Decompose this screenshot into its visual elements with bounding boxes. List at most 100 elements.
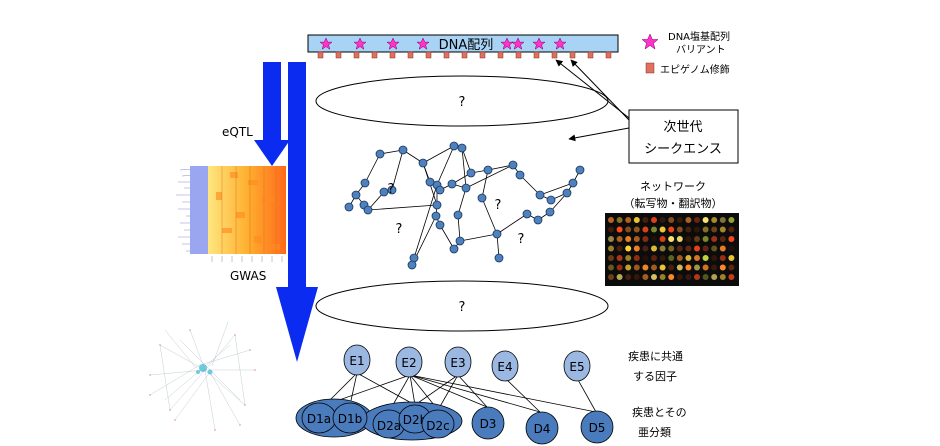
microarray-spot bbox=[616, 245, 623, 252]
microarray-spot bbox=[625, 217, 632, 223]
microarray-spot bbox=[625, 274, 632, 280]
microarray-spot bbox=[608, 245, 614, 252]
microarray-spot bbox=[711, 255, 718, 261]
legend: DNA塩基配列 バリアント エピゲノム修飾 bbox=[641, 30, 730, 76]
microarray-spot bbox=[625, 236, 632, 242]
factor-node-e4: E4 bbox=[491, 350, 519, 382]
microarray-spot bbox=[702, 274, 709, 280]
microarray-spot bbox=[711, 264, 718, 271]
microarray-spot bbox=[702, 264, 709, 271]
microarray-spot bbox=[616, 274, 623, 280]
microarray-spot bbox=[651, 245, 657, 252]
eqtl-label: eQTL bbox=[222, 125, 253, 139]
microarray-spot bbox=[633, 236, 640, 242]
microarray-spot bbox=[694, 217, 700, 223]
microarray-spot bbox=[719, 274, 726, 280]
microarray-spot bbox=[659, 245, 666, 252]
variant-star-icon bbox=[386, 37, 400, 50]
epigenome-mark-icon bbox=[645, 62, 655, 74]
microarray-spot bbox=[694, 245, 700, 252]
microarray-spot bbox=[676, 245, 683, 252]
svg-text:D3: D3 bbox=[480, 417, 497, 431]
microarray-spot bbox=[642, 217, 649, 223]
molecular-network: ? ? ? ? bbox=[344, 141, 585, 270]
microarray-spot bbox=[728, 255, 735, 261]
microarray-spot bbox=[659, 274, 666, 280]
factor-node-e2: E2 bbox=[395, 346, 423, 378]
svg-text:E3: E3 bbox=[450, 356, 465, 370]
microarray-spot bbox=[702, 255, 709, 261]
microarray-spot bbox=[642, 264, 649, 271]
dna-sequence-bar: DNA配列 bbox=[307, 34, 619, 59]
variant-star-icon bbox=[319, 37, 333, 50]
factor-node-e5: E5 bbox=[563, 350, 591, 382]
microarray-spot bbox=[728, 264, 735, 271]
microarray-spot bbox=[659, 264, 666, 271]
microarray-spot bbox=[694, 236, 700, 242]
microarray-spot bbox=[608, 255, 614, 261]
unknown-mark: ? bbox=[459, 95, 466, 110]
microarray-spot bbox=[616, 236, 623, 242]
unknown-mark: ? bbox=[396, 222, 403, 237]
microarray-spot bbox=[702, 226, 709, 233]
microarray-spot bbox=[719, 245, 726, 252]
svg-text:E5: E5 bbox=[569, 360, 584, 374]
variant-star-icon bbox=[641, 33, 659, 50]
microarray-spot bbox=[651, 264, 657, 271]
microarray-spot bbox=[633, 264, 640, 271]
microarray-spot bbox=[676, 274, 683, 280]
microarray-spot bbox=[625, 255, 632, 261]
ngs-callout: 次世代 シークエンス bbox=[555, 59, 739, 164]
microarray-spot bbox=[668, 217, 675, 223]
microarray-spot bbox=[608, 236, 614, 242]
microarray-spot bbox=[633, 226, 640, 233]
microarray-spot bbox=[676, 217, 683, 223]
factor-disease-links bbox=[324, 372, 597, 413]
microarray-spot bbox=[728, 245, 735, 252]
microarray-spot bbox=[642, 236, 649, 242]
microarray-spot bbox=[676, 236, 683, 242]
ngs-line1: 次世代 bbox=[663, 119, 702, 135]
microarray-spot bbox=[651, 226, 657, 233]
ngs-box bbox=[628, 109, 739, 164]
unknown-mark: ? bbox=[518, 232, 525, 247]
microarray-spot bbox=[685, 274, 692, 280]
microarray-spot bbox=[616, 264, 623, 271]
microarray-spot bbox=[659, 217, 666, 223]
microarray-spot bbox=[728, 226, 735, 233]
variant-star-icon bbox=[511, 37, 525, 50]
legend-variant-line2: バリアント bbox=[676, 44, 726, 56]
microarray-spot bbox=[711, 245, 718, 252]
microarray-spot bbox=[694, 264, 700, 271]
legend-variant-line1: DNA塩基配列 bbox=[668, 30, 730, 43]
microarray-spot bbox=[633, 217, 640, 223]
svg-text:D2c: D2c bbox=[426, 419, 449, 433]
factor-node-e3: E3 bbox=[444, 346, 472, 378]
microarray-spot bbox=[728, 274, 735, 280]
unknown-mark: ? bbox=[388, 182, 395, 197]
disease-node-d1a: D1a bbox=[301, 402, 337, 434]
variant-star-row bbox=[319, 37, 567, 50]
microarray-spot bbox=[616, 217, 623, 223]
unknown-mark: ? bbox=[495, 198, 502, 213]
disease-node-d1b: D1b bbox=[332, 402, 368, 434]
factor-node-e1: E1 bbox=[343, 344, 371, 376]
microarray-spot bbox=[711, 226, 718, 233]
microarray-spot bbox=[659, 255, 666, 261]
microarray-spot bbox=[685, 226, 692, 233]
network-label-line1: ネットワーク bbox=[640, 180, 706, 193]
microarray-spot bbox=[719, 226, 726, 233]
microarray-spot bbox=[668, 226, 675, 233]
microarray-spot bbox=[633, 245, 640, 252]
microarray-spot bbox=[668, 245, 675, 252]
microarray-spot bbox=[668, 255, 675, 261]
microarray-spot bbox=[685, 264, 692, 271]
network-label-line2: （転写物・翻訳物） bbox=[624, 196, 723, 210]
microarray-spot bbox=[642, 274, 649, 280]
unknown-layer-ellipse-lower bbox=[315, 280, 609, 332]
gene-network-thumbnail-nodes bbox=[149, 329, 256, 431]
eqtl-heatmap-image bbox=[176, 166, 286, 262]
microarray-spot bbox=[651, 255, 657, 261]
microarray-spot bbox=[651, 274, 657, 280]
svg-text:D2a: D2a bbox=[377, 419, 401, 433]
